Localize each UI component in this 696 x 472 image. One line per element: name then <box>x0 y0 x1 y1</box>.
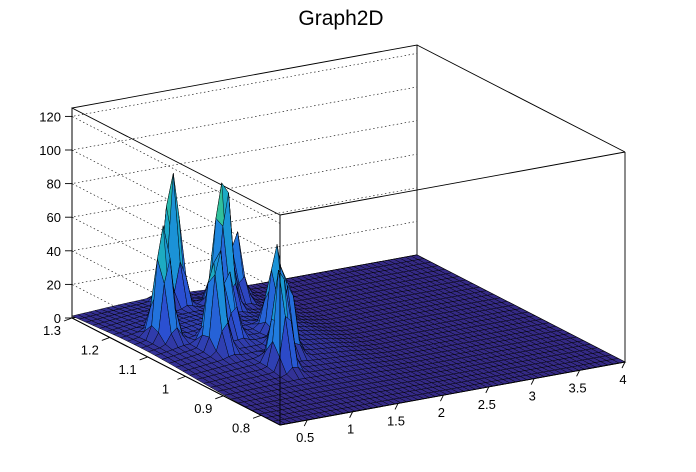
x-axis-line <box>279 361 626 426</box>
x-tick-mark <box>394 403 399 410</box>
x-tick-mark <box>621 361 626 369</box>
x-tick-mark <box>485 386 490 394</box>
top-right-edge <box>416 44 626 153</box>
z-tick-label: 100 <box>39 143 61 158</box>
top-front-edge <box>279 151 626 216</box>
z-tick-label: 80 <box>47 177 61 192</box>
y-tick-label: 0.8 <box>232 420 250 435</box>
z-tick-label: 40 <box>47 244 61 259</box>
x-tick-mark <box>576 370 581 377</box>
y-tick-label: 1.1 <box>119 362 137 377</box>
grid-line <box>71 53 418 224</box>
z-tick-label: 0 <box>54 311 61 326</box>
y-tick-mark <box>215 395 224 400</box>
y-tick-label: 1 <box>162 381 169 396</box>
front-frame <box>63 44 626 427</box>
y-axis-line <box>71 317 281 426</box>
y-tick-label: 0.9 <box>194 401 212 416</box>
x-tick-label: 4 <box>619 372 626 387</box>
y-tick-mark <box>101 337 110 341</box>
z-tick-label: 60 <box>47 210 61 225</box>
x-tick-label: 1.5 <box>387 413 405 428</box>
chart-title: Graph2D <box>298 7 383 30</box>
x-tick-label: 2.5 <box>478 397 496 412</box>
surface-plot <box>71 173 626 426</box>
z-tick-label: 120 <box>39 109 61 124</box>
x-tick-label: 2 <box>438 405 445 420</box>
x-tick-mark <box>349 411 354 418</box>
x-tick-mark <box>303 419 308 427</box>
z-tick-label: 20 <box>47 277 61 292</box>
x-tick-mark <box>440 394 444 402</box>
y-tick-mark <box>139 356 148 361</box>
y-tick-mark <box>252 414 262 419</box>
grid-line <box>71 86 418 258</box>
x-tick-label: 1 <box>347 422 354 437</box>
x-tick-label: 3 <box>529 389 536 404</box>
y-tick-label: 1.3 <box>43 323 61 338</box>
y-tick-label: 1.2 <box>81 343 99 358</box>
x-tick-label: 0.5 <box>296 430 314 445</box>
y-tick-mark <box>63 317 73 322</box>
x-tick-label: 3.5 <box>569 380 587 395</box>
x-tick-mark <box>530 378 535 385</box>
y-tick-mark <box>177 375 186 380</box>
axis-labels: 0.5 1 1.5 2 2.5 3 3.5 4 0.8 0.9 1 1.1 1.2 1.30 20 40 60 8… <box>39 109 626 445</box>
